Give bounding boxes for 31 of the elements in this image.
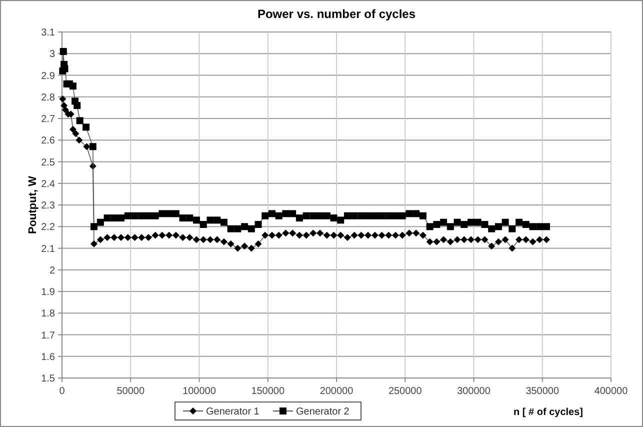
y-tick-label: 1.9	[41, 287, 56, 298]
y-tick-label: 1.8	[41, 308, 56, 320]
legend-label: Generator 1	[206, 406, 260, 418]
y-tick-label: 2.2	[41, 222, 56, 234]
y-tick-label: 1.6	[41, 352, 56, 363]
y-tick-label: 2.5	[41, 157, 56, 168]
y-tick-label: 1.5	[41, 374, 56, 384]
y-tick-label: 2.4	[41, 178, 56, 190]
y-tick-label: 3	[49, 49, 56, 60]
x-tick-label: 400000	[594, 386, 628, 397]
x-tick-label: 350000	[526, 386, 560, 397]
x-tick-label: 50000	[116, 386, 145, 397]
y-tick-label: 2.1	[41, 244, 56, 255]
x-tick-label: 300000	[457, 386, 491, 397]
y-tick-label: 2.9	[41, 70, 56, 82]
y-tick-label: 2.7	[41, 114, 56, 125]
y-tick-label: 1.7	[41, 330, 56, 342]
x-tick-label: 250000	[388, 386, 422, 397]
y-tick-label: 3.1	[41, 28, 56, 38]
x-tick-label: 150000	[251, 386, 285, 397]
x-tick-label: 0	[59, 386, 66, 397]
x-tick-label: 100000	[182, 386, 216, 397]
x-axis-title: n [ # of cycles]	[514, 407, 583, 418]
y-tick-label: 2.3	[41, 200, 56, 212]
y-axis-title: Poutput, W	[27, 175, 39, 234]
x-tick-label: 200000	[320, 386, 354, 397]
y-tick-label: 2.6	[41, 136, 56, 147]
y-tick-label: 2	[49, 265, 56, 276]
legend-label: Generator 2	[296, 406, 350, 418]
y-tick-label: 2.8	[41, 92, 56, 104]
chart-title: Power vs. number of cycles	[257, 7, 416, 21]
